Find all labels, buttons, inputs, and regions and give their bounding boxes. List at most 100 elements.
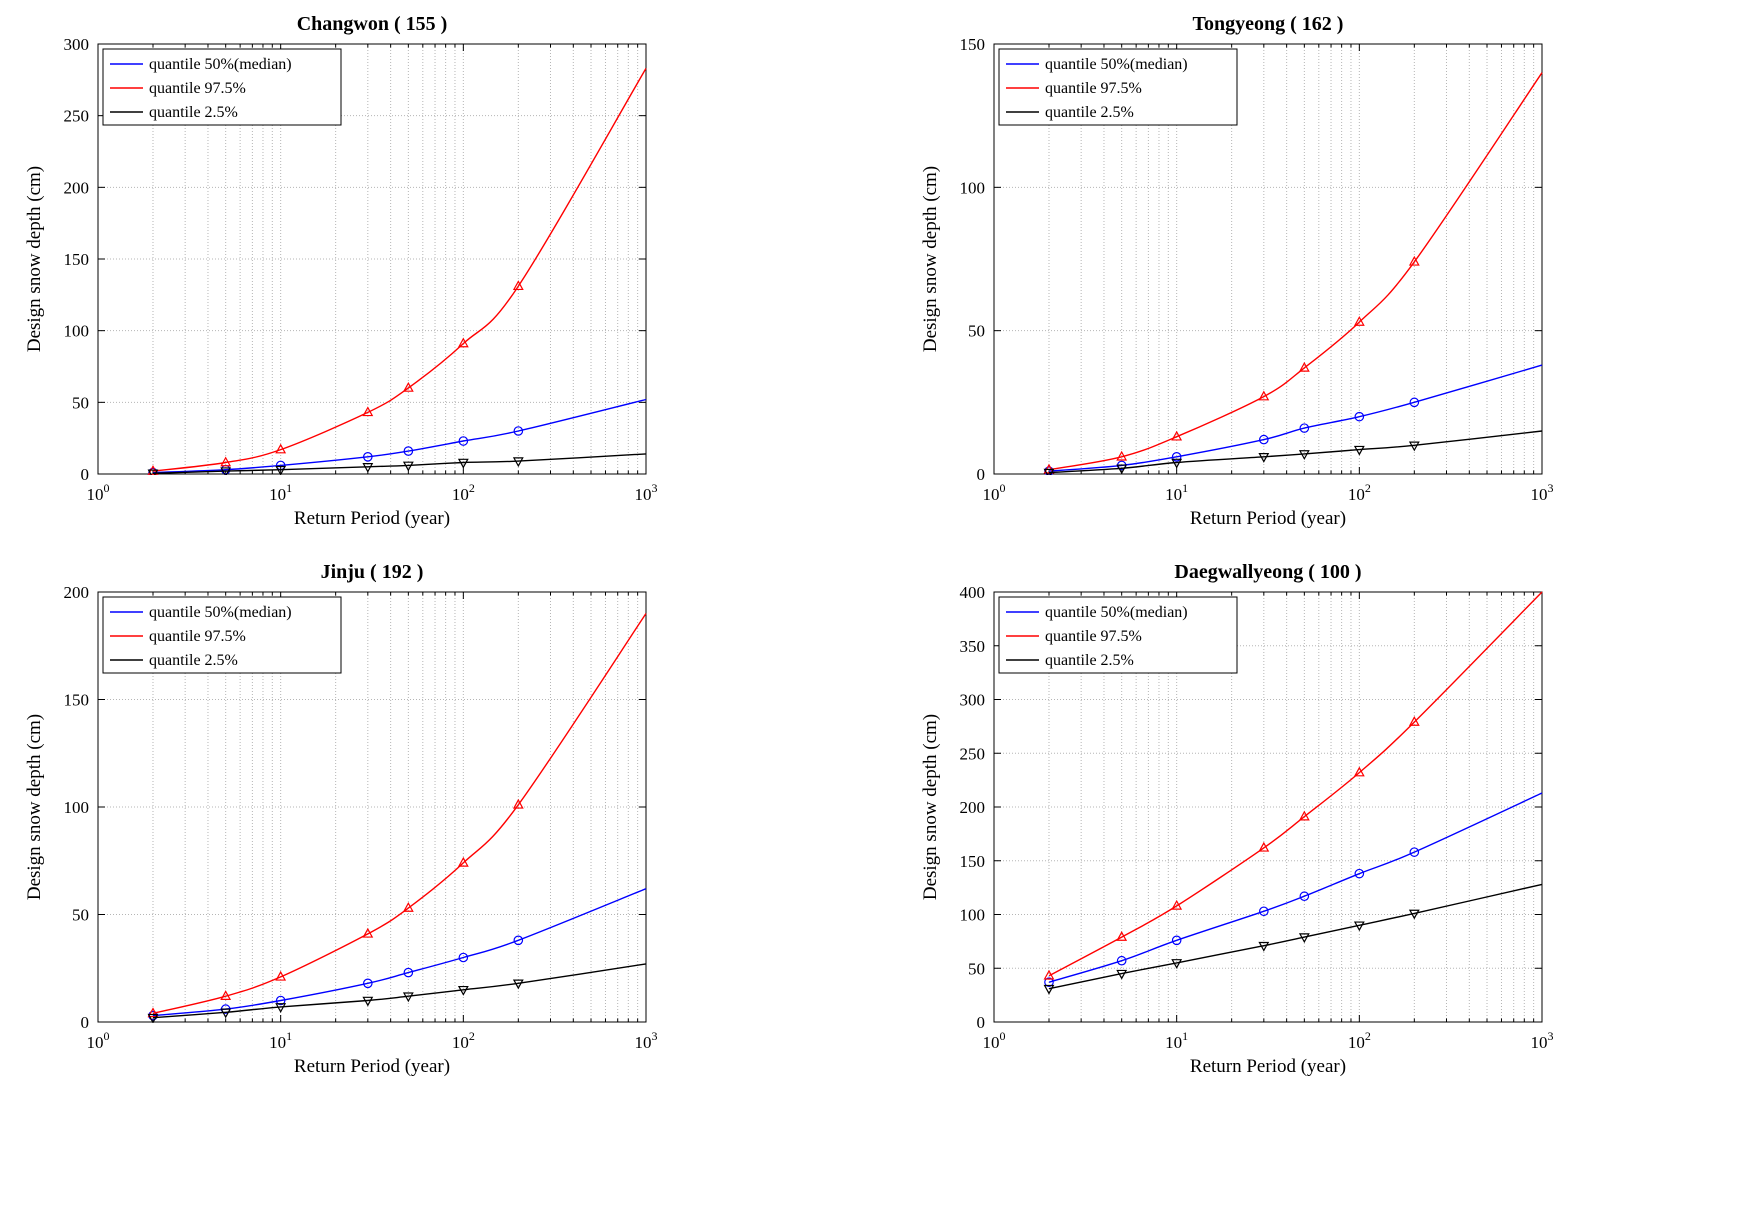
data-marker-triangle-down xyxy=(275,465,287,475)
data-marker-triangle-down xyxy=(275,1003,287,1013)
data-marker-triangle-up xyxy=(1298,810,1310,821)
series-line xyxy=(152,888,647,1017)
data-marker-triangle-down xyxy=(402,461,414,472)
data-marker-triangle-down xyxy=(457,458,469,469)
y-tick-label: 100 xyxy=(64,322,90,341)
data-marker-triangle-up xyxy=(1408,716,1420,726)
data-marker-triangle-down xyxy=(1043,468,1055,475)
legend-label: quantile 2.5% xyxy=(1045,104,1134,121)
y-tick-label: 50 xyxy=(968,959,985,978)
data-marker-triangle-down xyxy=(1116,464,1128,475)
legend: quantile 50%(median) quantile 97.5% quanti… xyxy=(102,596,342,674)
data-marker-triangle-up xyxy=(1298,361,1310,372)
data-marker-triangle-up xyxy=(457,856,469,867)
data-marker-triangle-down xyxy=(1043,984,1055,995)
data-marker-circle xyxy=(1259,434,1269,445)
data-marker-triangle-up xyxy=(1353,766,1365,777)
x-tick-label: 103 xyxy=(1531,1029,1554,1052)
y-tick-label: 50 xyxy=(72,906,89,925)
y-tick-label: 100 xyxy=(960,178,986,197)
grid-lines xyxy=(98,592,646,1022)
data-marker-triangle-down xyxy=(1353,445,1365,456)
data-marker-triangle-down xyxy=(1408,441,1420,452)
y-tick-label: 200 xyxy=(64,583,90,602)
data-marker-triangle-down xyxy=(1116,969,1128,980)
legend: quantile 50%(median) quantile 97.5% quanti… xyxy=(998,596,1238,674)
data-marker-triangle-down xyxy=(402,992,414,1003)
chart-changwon: 100 101 102 103 0 50 100 150 200 250 300 Changwon (… xyxy=(20,8,660,538)
x-tick-label: 101 xyxy=(1165,481,1188,504)
x-axis-label: Return Period (year) xyxy=(294,508,450,529)
data-marker-triangle-up xyxy=(220,990,232,1000)
legend: quantile 50%(median) quantile 97.5% quanti… xyxy=(102,48,342,126)
data-marker-triangle-up xyxy=(220,456,232,467)
legend-label: quantile 97.5% xyxy=(1045,80,1142,97)
data-marker-triangle-up xyxy=(512,798,524,809)
data-marker-triangle-up xyxy=(1116,931,1128,941)
data-marker-triangle-down xyxy=(220,1008,232,1019)
series-group xyxy=(147,613,647,1023)
series-group xyxy=(1043,72,1543,475)
x-tick-label: 100 xyxy=(87,1029,110,1052)
y-tick-label: 50 xyxy=(72,393,89,412)
data-marker-triangle-down xyxy=(220,467,232,475)
legend-label: quantile 2.5% xyxy=(149,104,238,121)
x-tick-label: 101 xyxy=(269,481,292,504)
legend-label: quantile 97.5% xyxy=(149,80,246,97)
data-marker-circle xyxy=(458,952,469,963)
data-marker-circle xyxy=(458,436,469,446)
grid-lines xyxy=(994,44,1542,474)
data-marker-circle xyxy=(1299,423,1310,433)
data-marker-triangle-up xyxy=(402,902,414,912)
data-marker-triangle-down xyxy=(1408,909,1420,920)
series-line xyxy=(152,453,647,474)
y-tick-label: 300 xyxy=(64,35,90,54)
data-marker-circle xyxy=(403,967,414,978)
axis-ticks xyxy=(993,591,1543,1023)
data-marker-triangle-down xyxy=(147,469,159,475)
y-tick-label: 200 xyxy=(64,178,90,197)
data-marker-triangle-down xyxy=(1353,921,1365,932)
x-tick-label: 102 xyxy=(1348,1029,1371,1052)
data-marker-triangle-up xyxy=(1353,316,1365,326)
data-marker-circle xyxy=(275,995,286,1006)
data-marker-triangle-up xyxy=(1171,430,1183,441)
x-tick-label: 100 xyxy=(983,481,1006,504)
y-tick-label: 250 xyxy=(64,107,90,126)
y-tick-label: 400 xyxy=(960,583,986,602)
y-tick-label: 50 xyxy=(968,322,985,341)
data-marker-triangle-up xyxy=(457,337,469,348)
x-axis-label: Return Period (year) xyxy=(294,1056,450,1077)
data-marker-circle xyxy=(1409,397,1420,408)
y-tick-label: 0 xyxy=(977,465,986,484)
series-line xyxy=(1048,883,1543,990)
data-marker-circle xyxy=(363,978,373,989)
y-axis-label: Design snow depth (cm) xyxy=(920,714,941,900)
data-marker-triangle-up xyxy=(1258,841,1270,852)
y-axis-label: Design snow depth (cm) xyxy=(24,714,45,900)
axis-ticks xyxy=(97,43,647,475)
data-marker-circle xyxy=(513,426,524,436)
grid-lines xyxy=(994,592,1542,1022)
chart-title: Jinju ( 192 ) xyxy=(321,561,424,583)
legend-label: quantile 97.5% xyxy=(1045,628,1142,645)
y-tick-label: 250 xyxy=(960,744,986,763)
y-tick-label: 150 xyxy=(960,852,986,871)
data-marker-triangle-up xyxy=(275,443,287,454)
data-marker-triangle-down xyxy=(457,985,469,996)
x-tick-label: 102 xyxy=(1348,481,1371,504)
data-marker-triangle-down xyxy=(362,463,374,473)
x-tick-label: 102 xyxy=(452,1029,475,1052)
grid-lines xyxy=(98,44,646,474)
data-marker-triangle-up xyxy=(1171,899,1183,910)
y-tick-label: 100 xyxy=(64,798,90,817)
data-marker-triangle-down xyxy=(1171,959,1183,969)
series-line xyxy=(1048,430,1543,474)
data-marker-triangle-down xyxy=(512,457,524,468)
data-marker-circle xyxy=(513,935,524,946)
chart-title: Changwon ( 155 ) xyxy=(297,13,448,35)
y-axis-label: Design snow depth (cm) xyxy=(920,166,941,352)
data-marker-triangle-down xyxy=(1298,450,1310,460)
data-marker-triangle-down xyxy=(1258,453,1270,463)
